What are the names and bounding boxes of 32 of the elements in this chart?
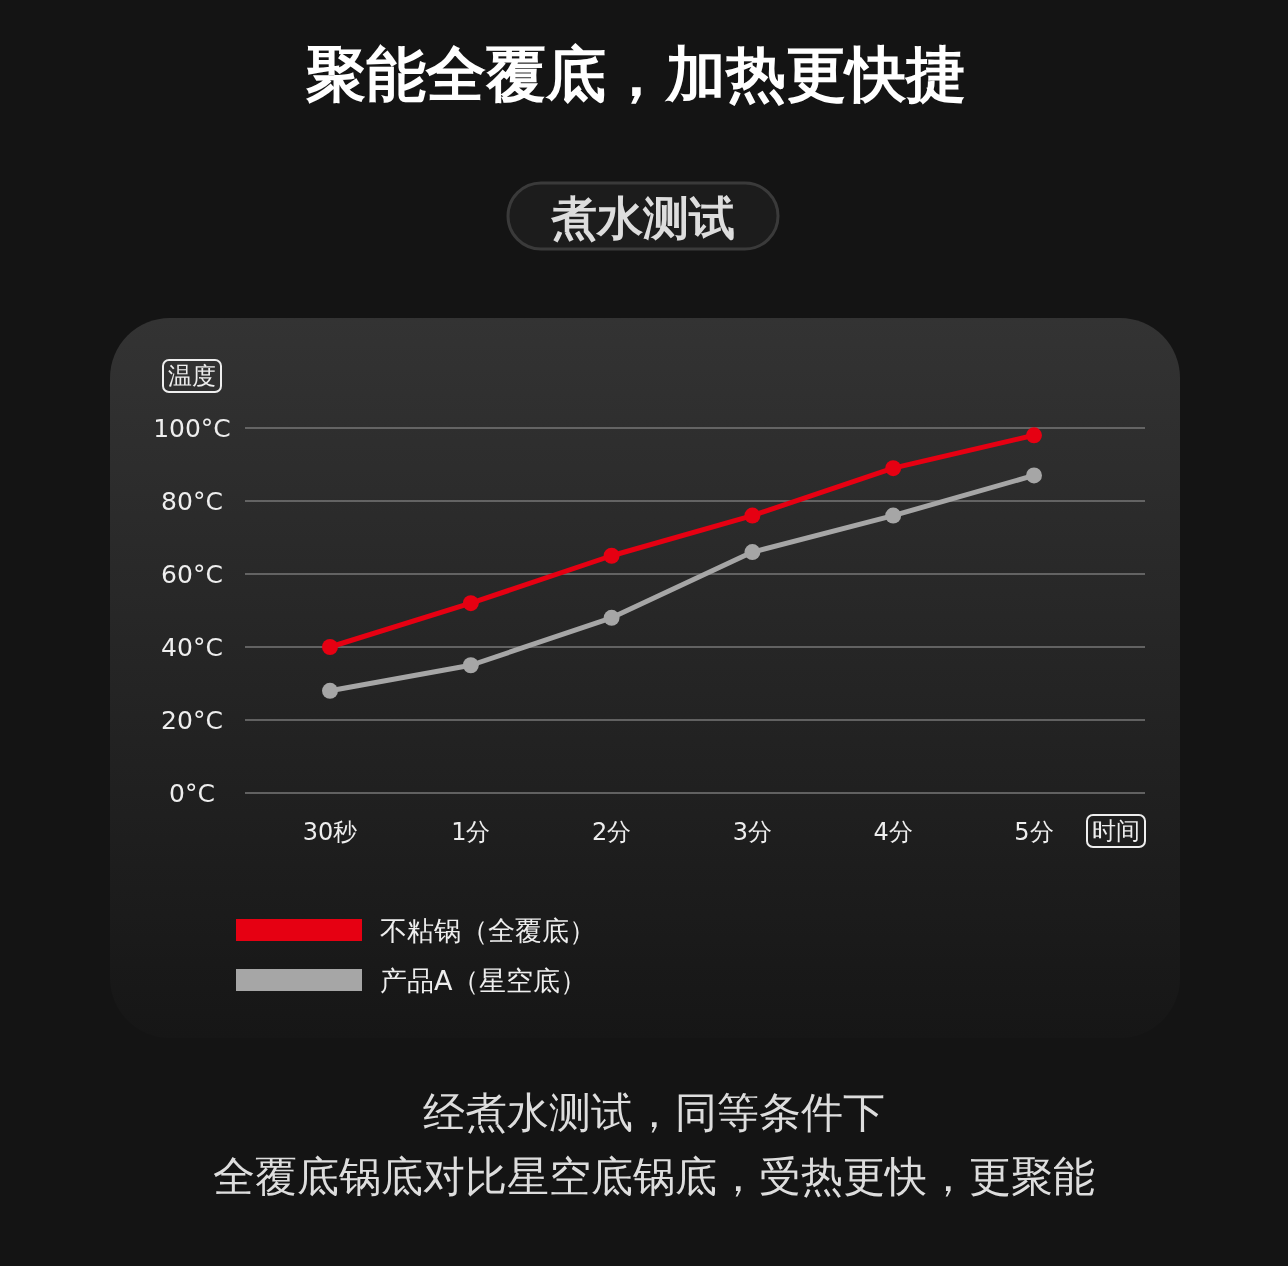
x-tick-label: 4分 [873,818,913,846]
y-tick-label: 40°C [161,633,223,662]
x-tick-label: 2分 [591,818,632,846]
point [462,657,479,674]
point [322,682,338,699]
x-tick-label: 3分 [732,818,773,846]
x-tick-label: 1分 [451,818,491,846]
y-tick-label: 0°C [169,779,215,808]
point [462,595,479,612]
legend-label: 产品A（星空底） [380,965,588,996]
x-axis-title: 时间 [1092,817,1140,845]
text: 经煮水测试，同等条件下 [423,1088,885,1137]
point [744,544,761,561]
text: 全覆底锅底对比星空底锅底，受热更快，更聚能 [213,1152,1095,1201]
chart-subtitle: 煮水测试 [550,191,735,245]
point [885,460,902,477]
x-tick-label: 5分 [1014,818,1054,846]
point [603,547,620,564]
point [322,639,338,655]
y-tick-label: 20°C [161,706,223,735]
y-tick-label: 60°C [161,560,223,589]
y-axis-title: 温度 [168,362,216,390]
legend-label: 不粘锅（全覆底） [380,915,596,946]
y-tick-label: 100°C [153,414,231,443]
y-tick-label: 80°C [161,487,223,516]
x-tick-label: 30秒 [302,818,358,846]
chart-title: 聚能全覆底，加热更快捷 [306,39,966,109]
point [603,609,620,626]
point [744,507,761,524]
point [885,507,902,524]
point [1026,427,1042,444]
point [1026,467,1042,484]
